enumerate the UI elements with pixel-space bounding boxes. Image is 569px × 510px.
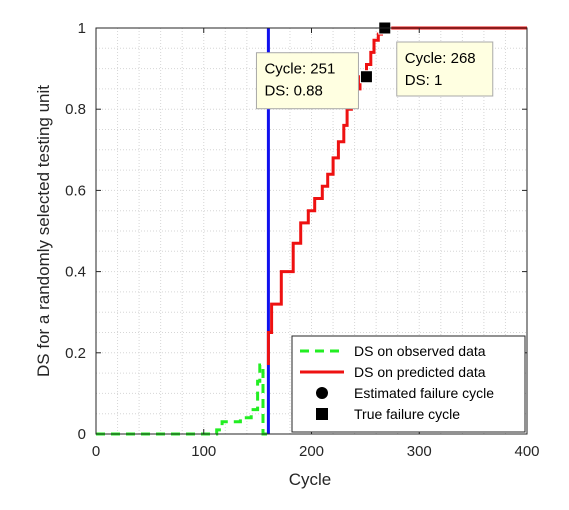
datatip-text: Cycle: 268 bbox=[405, 50, 476, 67]
legend-label: DS on observed data bbox=[354, 343, 486, 359]
datatip-box bbox=[255, 52, 359, 110]
x-tick-label: 100 bbox=[191, 443, 216, 460]
axes bbox=[95, 27, 528, 435]
y-tick-label: 1 bbox=[78, 20, 86, 37]
legend-label: True failure cycle bbox=[354, 406, 460, 422]
series-predicted-line bbox=[266, 26, 527, 365]
datatips: Cycle: 251 DS: 0.88 Cycle: 268 DS: 1 bbox=[255, 41, 494, 110]
series-group bbox=[96, 26, 527, 436]
legend-swatch bbox=[316, 387, 328, 399]
x-axis-label: Cycle bbox=[289, 470, 332, 489]
legend-swatch bbox=[316, 408, 328, 420]
datatip: Cycle: 268 DS: 1 bbox=[396, 41, 494, 97]
y-tick-label: 0.4 bbox=[65, 264, 86, 281]
x-tick-label: 300 bbox=[407, 443, 432, 460]
series-observed-line bbox=[96, 363, 269, 436]
legend-label: Estimated failure cycle bbox=[354, 385, 494, 401]
legend-label: DS on predicted data bbox=[354, 364, 486, 380]
datatip-text: Cycle: 251 bbox=[264, 61, 335, 78]
x-tick-label: 0 bbox=[92, 443, 100, 460]
y-tick-label: 0.6 bbox=[65, 182, 86, 199]
datatip-box bbox=[396, 41, 494, 97]
true-failure-marker bbox=[359, 70, 373, 84]
markers-group bbox=[359, 21, 392, 84]
y-axis-label: DS for a randomly selected testing unit bbox=[34, 85, 53, 377]
x-tick-label: 200 bbox=[299, 443, 324, 460]
y-tick-label: 0 bbox=[78, 426, 86, 443]
datatip-text: DS: 1 bbox=[405, 72, 443, 89]
y-tick-label: 0.8 bbox=[65, 101, 86, 118]
y-tick-label: 0.2 bbox=[65, 345, 86, 362]
datatip: Cycle: 251 DS: 0.88 bbox=[255, 52, 359, 110]
x-tick-label: 400 bbox=[514, 443, 539, 460]
tick-labels: 0 100 200 300 400 0 0.2 0.4 0.6 0.8 1 bbox=[65, 20, 539, 460]
datatip-text: DS: 0.88 bbox=[264, 83, 322, 100]
legend: DS on observed data DS on predicted data E… bbox=[291, 335, 526, 433]
